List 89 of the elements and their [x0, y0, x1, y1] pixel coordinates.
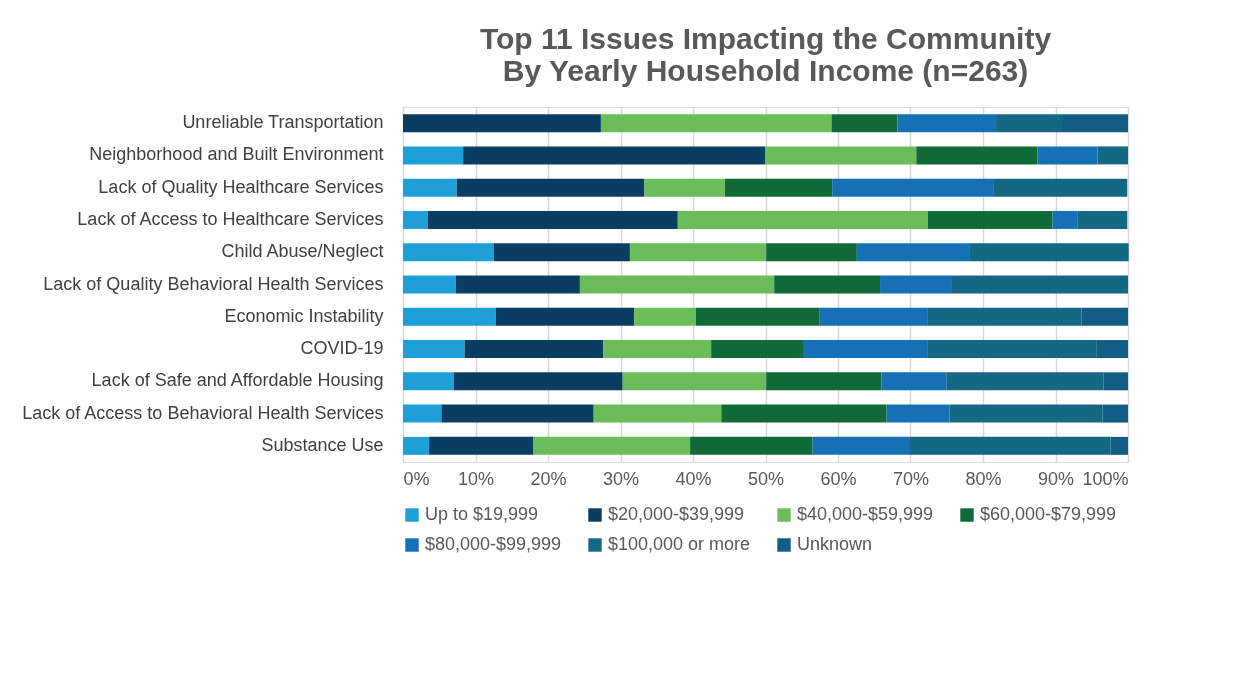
x-tick-label: 90% [1037, 468, 1075, 489]
bar [880, 275, 952, 294]
bar [441, 404, 594, 423]
bar [803, 340, 928, 359]
bar [766, 372, 882, 391]
bar [403, 243, 494, 262]
bar [832, 178, 994, 197]
y-tick-label: Unreliable Transportation [182, 112, 384, 133]
legend-label: $80,000-$99,999 [425, 534, 562, 554]
bar [622, 372, 767, 391]
bar [427, 210, 678, 229]
bar [969, 243, 1129, 262]
bar [819, 307, 928, 326]
x-tick-label: 50% [747, 468, 785, 489]
bar [453, 372, 623, 391]
bar [456, 178, 645, 197]
x-tick-label: 100% [1082, 468, 1129, 489]
bar [593, 404, 722, 423]
bar [897, 114, 997, 133]
bar [629, 243, 767, 262]
legend-label: $40,000-$59,999 [797, 504, 934, 524]
bar [721, 404, 887, 423]
bar [677, 210, 928, 229]
bar [600, 114, 832, 133]
bar [695, 307, 820, 326]
bar [603, 340, 712, 359]
x-tick-label: 0% [403, 468, 430, 489]
bar [495, 307, 635, 326]
bar [856, 243, 970, 262]
y-tick-label: Lack of Access to Healthcare Services [77, 208, 384, 229]
y-tick-label: Lack of Quality Healthcare Services [98, 176, 384, 197]
x-tick-label: 20% [530, 468, 567, 489]
bar [812, 436, 910, 455]
bar [831, 114, 898, 133]
bar [724, 178, 833, 197]
bar [464, 340, 604, 359]
bar [1052, 210, 1078, 229]
bar [403, 210, 428, 229]
x-tick-label: 70% [892, 468, 930, 489]
y-tick-label: Lack of Safe and Affordable Housing [91, 370, 384, 391]
bar [403, 436, 430, 455]
bar [644, 178, 725, 197]
bar [881, 372, 947, 391]
bar [690, 436, 813, 455]
x-tick-label: 80% [965, 468, 1002, 489]
y-tick-label: Lack of Access to Behavioral Health Services [22, 402, 384, 423]
y-tick-label: Neighborhood and Built Environment [89, 144, 384, 165]
x-tick-label: 60% [820, 468, 857, 489]
bar [634, 307, 696, 326]
legend-label: $20,000-$39,999 [608, 504, 745, 524]
bar [403, 372, 454, 391]
x-tick-label: 30% [602, 468, 640, 489]
bar [766, 243, 857, 262]
bar [533, 436, 691, 455]
bar [403, 307, 496, 326]
y-tick-label: COVID-19 [300, 338, 384, 359]
bar [463, 146, 766, 165]
bar [403, 404, 442, 423]
bar [493, 243, 630, 262]
bar [916, 146, 1038, 165]
bar [927, 210, 1053, 229]
bar [429, 436, 534, 455]
legend-label: $100,000 or more [608, 534, 751, 554]
legend-label: $60,000-$79,999 [980, 504, 1117, 524]
bar [1037, 146, 1098, 165]
bar [403, 275, 456, 294]
bar [403, 146, 464, 165]
legend-label: Unknown [797, 534, 873, 554]
y-tick-label: Substance Use [261, 434, 384, 455]
bar [993, 178, 1128, 197]
x-tick-label: 10% [457, 468, 495, 489]
bar [711, 340, 804, 359]
bar [765, 146, 917, 165]
legend-label: Up to $19,999 [425, 504, 539, 524]
bar [1097, 146, 1128, 165]
y-tick-label: Economic Instability [224, 305, 384, 326]
bar [1077, 210, 1128, 229]
bar [951, 275, 1128, 294]
bar [403, 178, 457, 197]
chart-title: Top 11 Issues Impacting the Community By Yearly Household Income (n=263) [479, 22, 1052, 87]
x-tick-label: 40% [675, 468, 712, 489]
y-tick-label: Child Abuse/Neglect [221, 241, 384, 262]
y-tick-label: Lack of Quality Behavioral Health Services [43, 273, 384, 294]
bar [403, 114, 601, 133]
bar [403, 340, 465, 359]
bar [579, 275, 775, 294]
bar [455, 275, 580, 294]
bar [774, 275, 881, 294]
bar [886, 404, 950, 423]
